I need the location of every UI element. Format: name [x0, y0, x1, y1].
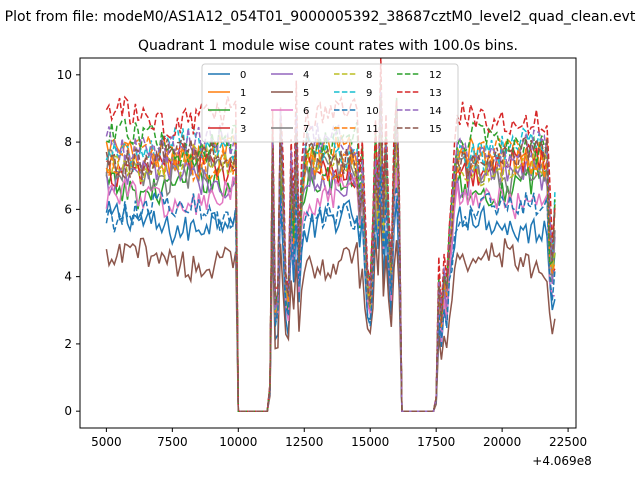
legend-label-10: 10 [366, 106, 379, 117]
y-tick-label: 6 [64, 202, 72, 216]
legend-label-13: 13 [429, 88, 442, 99]
y-tick-label: 10 [57, 68, 72, 82]
legend-label-5: 5 [303, 88, 309, 99]
series-layer [105, 58, 556, 412]
legend-label-11: 11 [366, 124, 379, 135]
legend-label-14: 14 [429, 106, 442, 117]
legend-label-9: 9 [366, 88, 372, 99]
x-tick-label: 22500 [549, 435, 587, 449]
x-tick-label: 12500 [285, 435, 323, 449]
y-tick-label: 8 [64, 135, 72, 149]
y-axis: 0 2 4 6 8 10 [57, 68, 80, 418]
series-line-15 [105, 96, 556, 412]
x-tick-label: 17500 [417, 435, 455, 449]
x-tick-label: 10000 [219, 435, 257, 449]
x-axis: 5000 7500 10000 12500 15000 17500 20000 22500 [91, 428, 587, 449]
legend-label-12: 12 [429, 70, 442, 81]
series-line-2 [105, 143, 556, 412]
series-line-10 [105, 166, 556, 412]
legend-label-8: 8 [366, 70, 372, 81]
legend-label-1: 1 [240, 88, 246, 99]
series-line-6 [105, 167, 555, 412]
x-tick-label: 5000 [91, 435, 122, 449]
series-line-12 [106, 79, 556, 412]
y-tick-label: 0 [64, 404, 72, 418]
legend-label-2: 2 [240, 106, 246, 117]
chart-title: Quadrant 1 module wise count rates with … [138, 38, 518, 54]
figure-suptitle: Plot from file: modeM0/AS1A12_054T01_900… [5, 9, 636, 25]
legend-label-7: 7 [303, 124, 309, 135]
series-line-0 [105, 185, 556, 412]
series-line-14 [105, 91, 556, 412]
axes-frame [79, 57, 577, 429]
x-tick-label: 7500 [157, 435, 188, 449]
x-tick-label: 20000 [483, 435, 521, 449]
y-tick-label: 4 [64, 270, 72, 284]
series-line-5 [105, 203, 556, 412]
legend-label-6: 6 [303, 106, 309, 117]
x-offset-label: +4.069e8 [532, 454, 591, 468]
y-tick-label: 2 [64, 337, 72, 351]
legend-label-15: 15 [429, 124, 442, 135]
series-line-9 [105, 99, 556, 412]
legend-label-0: 0 [240, 70, 246, 81]
x-tick-label: 15000 [351, 435, 389, 449]
legend-label-4: 4 [303, 70, 309, 81]
legend-label-3: 3 [240, 124, 246, 135]
legend-box [201, 63, 459, 143]
